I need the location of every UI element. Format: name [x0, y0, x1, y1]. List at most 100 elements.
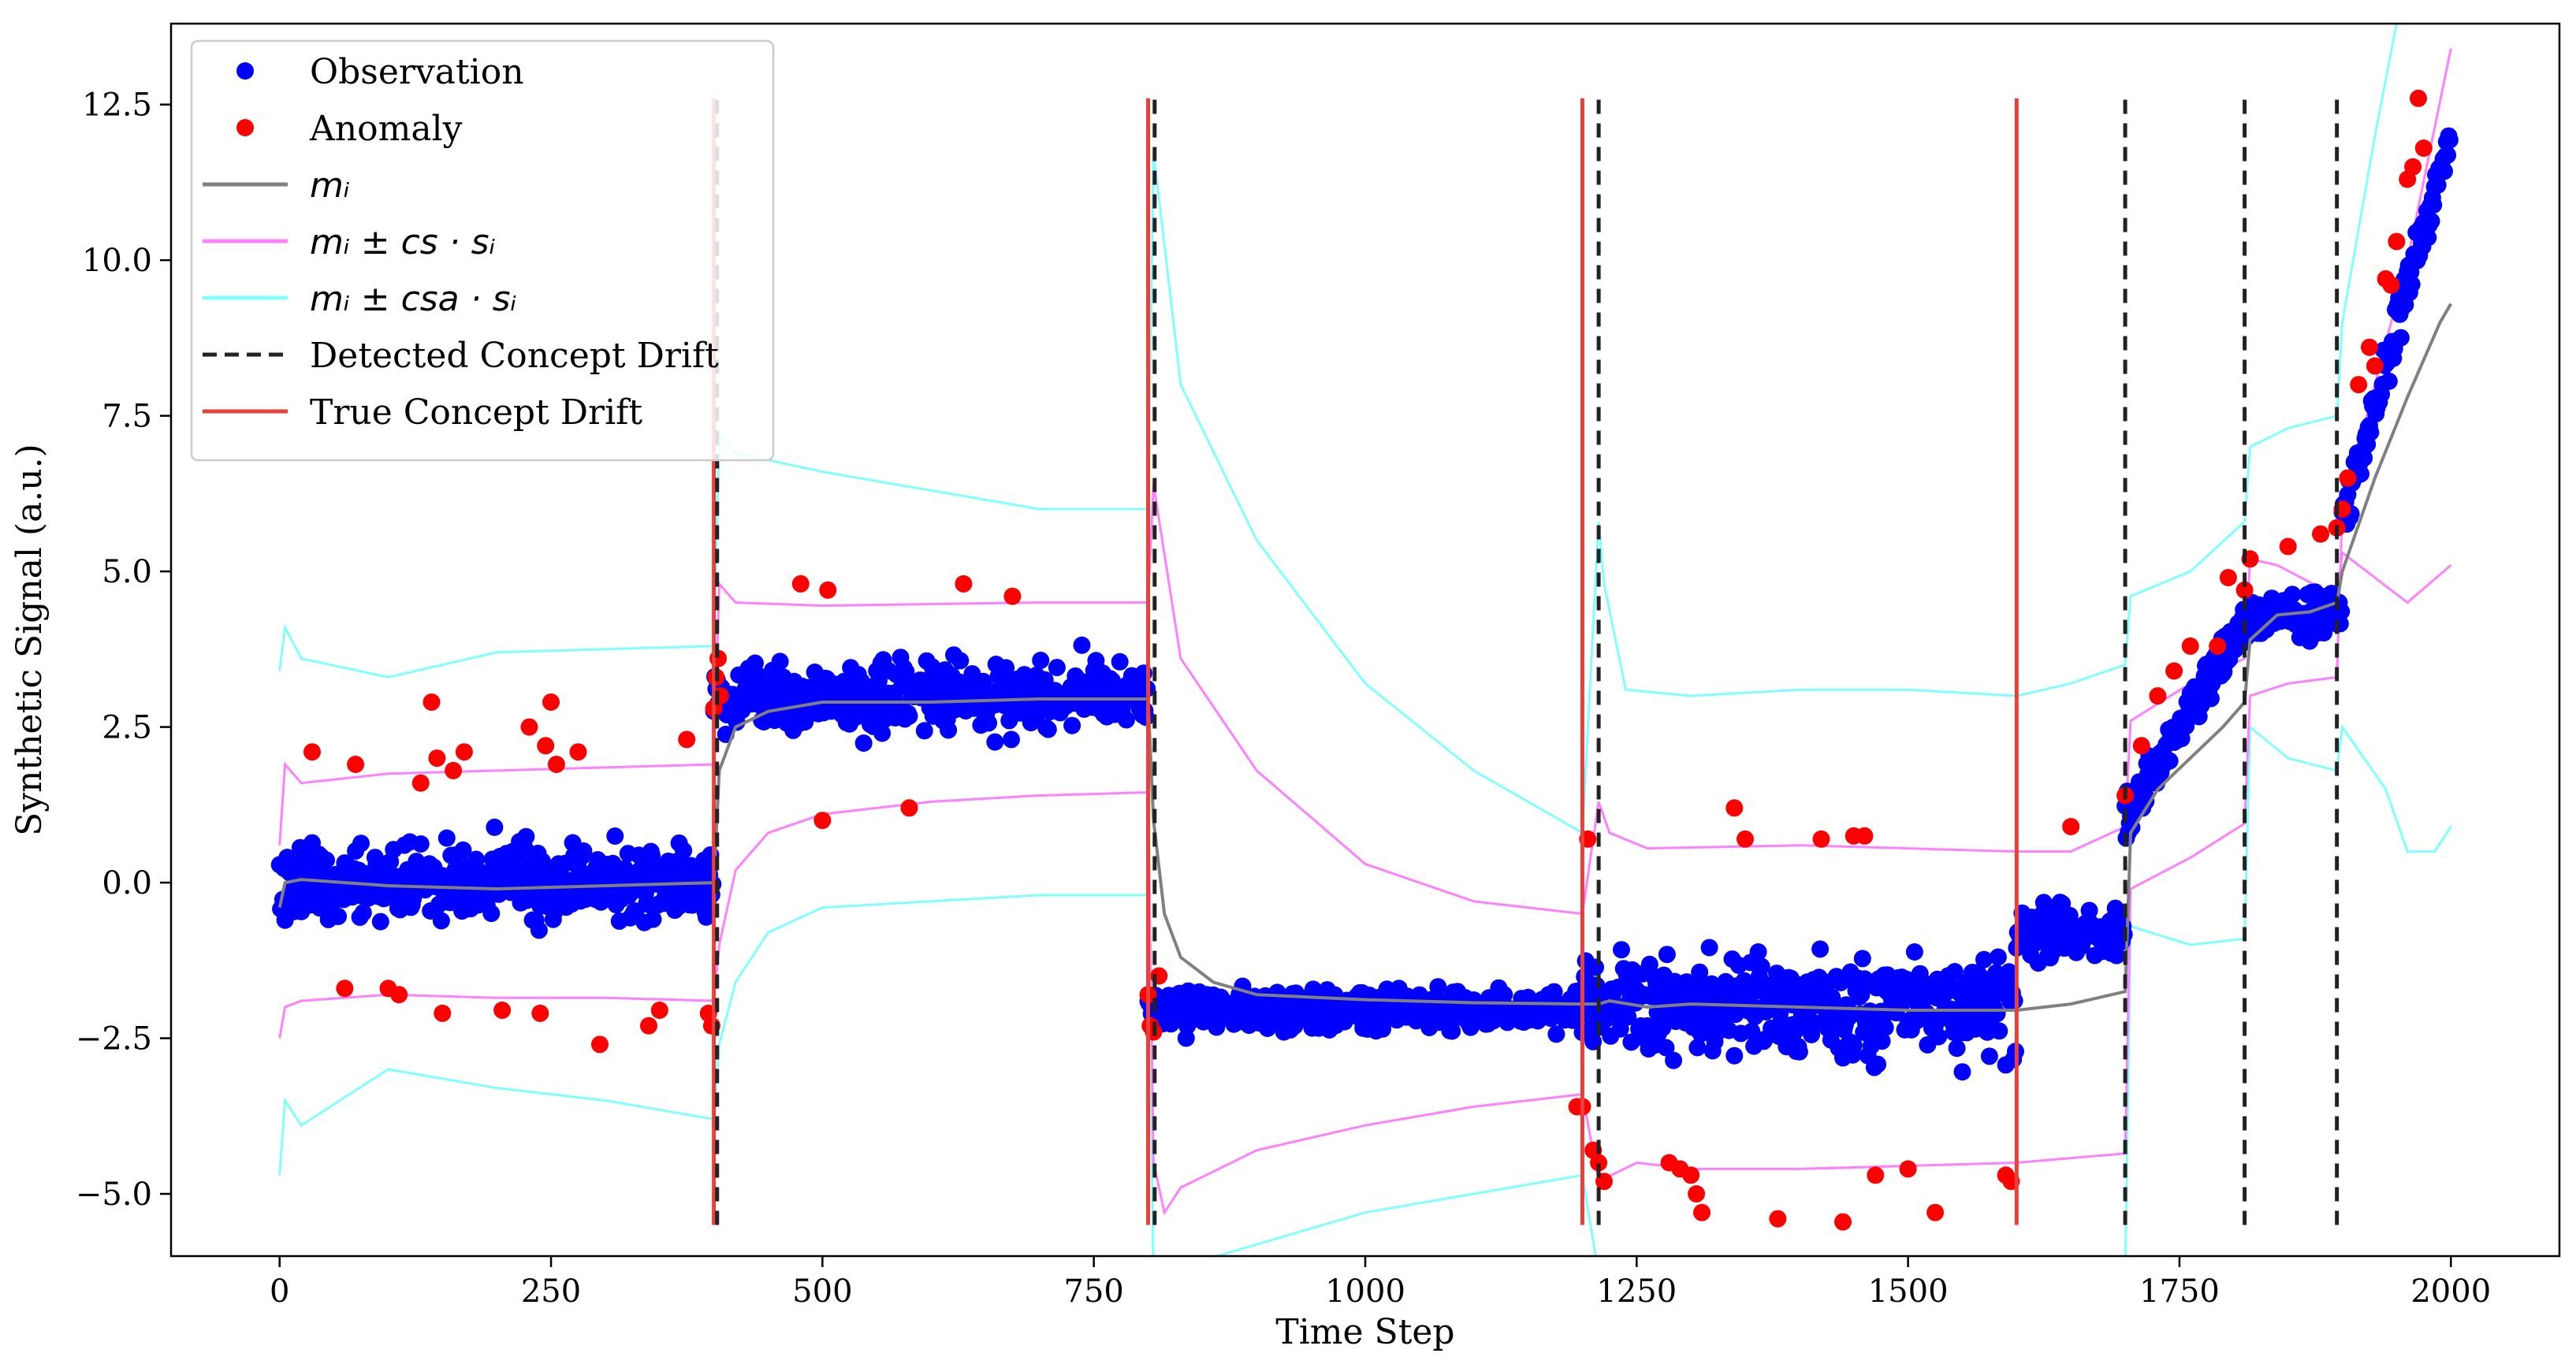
legend: Observation Anomaly mᵢ mᵢ ± cs · sᵢ mᵢ ± csa…	[190, 39, 775, 462]
anomaly-point	[650, 1002, 668, 1019]
observation-point	[411, 835, 430, 853]
anomaly-point	[1737, 830, 1754, 848]
anomaly-point	[1926, 1203, 1945, 1221]
observation-point	[1111, 652, 1129, 671]
observation-point	[1752, 957, 1770, 976]
anomaly-point	[1899, 1160, 1917, 1178]
anomaly-point	[2209, 637, 2227, 655]
x-tick-label: 0	[270, 1273, 289, 1310]
y-tick-label: 5.0	[102, 554, 152, 590]
observation-point	[2419, 229, 2437, 247]
anomaly-point	[2366, 357, 2384, 375]
observation-point	[1073, 636, 1091, 654]
observation-point	[1658, 946, 1676, 964]
anomaly-point	[2350, 376, 2368, 394]
anomaly-point	[2132, 737, 2150, 755]
anomaly-point	[819, 581, 837, 599]
anomaly-point	[2149, 687, 2167, 705]
observation-point	[530, 921, 548, 939]
observation-point	[643, 846, 661, 864]
observation-point	[1990, 1022, 2008, 1040]
anomaly-point	[2219, 569, 2237, 586]
observation-point	[1443, 1022, 1461, 1040]
y-tick-label: 10.0	[82, 243, 152, 279]
legend-label: mᵢ	[310, 165, 350, 206]
anomaly-point	[2235, 581, 2254, 599]
observation-point	[482, 905, 501, 923]
observation-point	[318, 851, 335, 869]
observation-point	[2161, 752, 2179, 770]
observation-point	[1725, 1046, 1744, 1065]
observation-point	[900, 707, 918, 725]
observation-point	[980, 714, 998, 732]
legend-swatch-marker	[236, 119, 254, 136]
anomaly-point	[1725, 799, 1744, 817]
observation-point	[1876, 1019, 1894, 1036]
legend-label: mᵢ ± cs · sᵢ	[310, 222, 495, 262]
anomaly-point	[2382, 276, 2400, 294]
x-tick-label: 1000	[1325, 1273, 1405, 1310]
x-axis-title: Time Step	[1275, 1312, 1454, 1352]
observation-point	[1032, 652, 1050, 669]
observation-point	[517, 827, 535, 846]
observation-point	[1973, 968, 1991, 987]
anomaly-point	[1693, 1203, 1711, 1221]
y-tick-label: 0.0	[102, 865, 152, 901]
y-axis-title: Synthetic Signal (a.u.)	[9, 444, 50, 836]
anomaly-point	[2181, 637, 2199, 655]
observation-point	[1691, 963, 1709, 981]
anomaly-point	[390, 986, 408, 1004]
anomaly-point	[531, 1004, 549, 1022]
anomaly-point	[1834, 1213, 1852, 1231]
observation-point	[1048, 659, 1066, 677]
observation-point	[2108, 946, 2126, 965]
x-tick-label: 1500	[1868, 1273, 1949, 1310]
observation-point	[1063, 716, 1081, 734]
x-tick-label: 1750	[2139, 1273, 2220, 1310]
observation-point	[2362, 423, 2380, 441]
observation-point	[486, 818, 504, 836]
anomaly-point	[2279, 537, 2297, 556]
observation-point	[2436, 162, 2453, 180]
observation-point	[1790, 1043, 1808, 1061]
observation-point	[1587, 958, 1604, 976]
x-tick-label: 2000	[2410, 1273, 2491, 1310]
legend-box	[190, 39, 775, 462]
observation-point	[1613, 941, 1630, 959]
observation-point	[329, 908, 348, 925]
observation-point	[2137, 792, 2155, 810]
anomaly-point	[537, 737, 555, 755]
observation-point	[2439, 146, 2457, 164]
anomaly-point	[2165, 662, 2183, 680]
anomaly-point	[547, 756, 565, 773]
anomaly-point	[591, 1035, 609, 1054]
anomaly-point	[336, 980, 354, 998]
observation-point	[951, 652, 970, 670]
anomaly-point	[434, 1004, 452, 1022]
observation-point	[371, 913, 389, 931]
observation-point	[873, 724, 892, 742]
observation-point	[698, 908, 715, 926]
anomaly-point	[955, 574, 973, 593]
observation-point	[2392, 329, 2410, 347]
plot-area	[270, 24, 2459, 1256]
observation-point	[1873, 1032, 1891, 1050]
observation-point	[1975, 950, 1993, 968]
anomaly-point	[493, 1002, 512, 1019]
anomaly-point	[1856, 827, 1874, 845]
anomaly-point	[791, 574, 810, 593]
observation-point	[1852, 986, 1871, 1004]
observation-point	[2177, 717, 2195, 735]
x-tick-label: 500	[792, 1273, 852, 1310]
anomaly-point	[542, 693, 560, 711]
anomaly-point	[1682, 1166, 1700, 1184]
anomaly-point	[2339, 469, 2357, 487]
observation-point	[575, 842, 593, 860]
legend-label: Anomaly	[309, 109, 463, 149]
observation-point	[1688, 1039, 1707, 1057]
observation-point	[606, 827, 624, 845]
observation-point	[915, 722, 933, 740]
y-tick-label: −2.5	[76, 1021, 152, 1058]
anomaly-point	[1688, 1185, 1706, 1203]
